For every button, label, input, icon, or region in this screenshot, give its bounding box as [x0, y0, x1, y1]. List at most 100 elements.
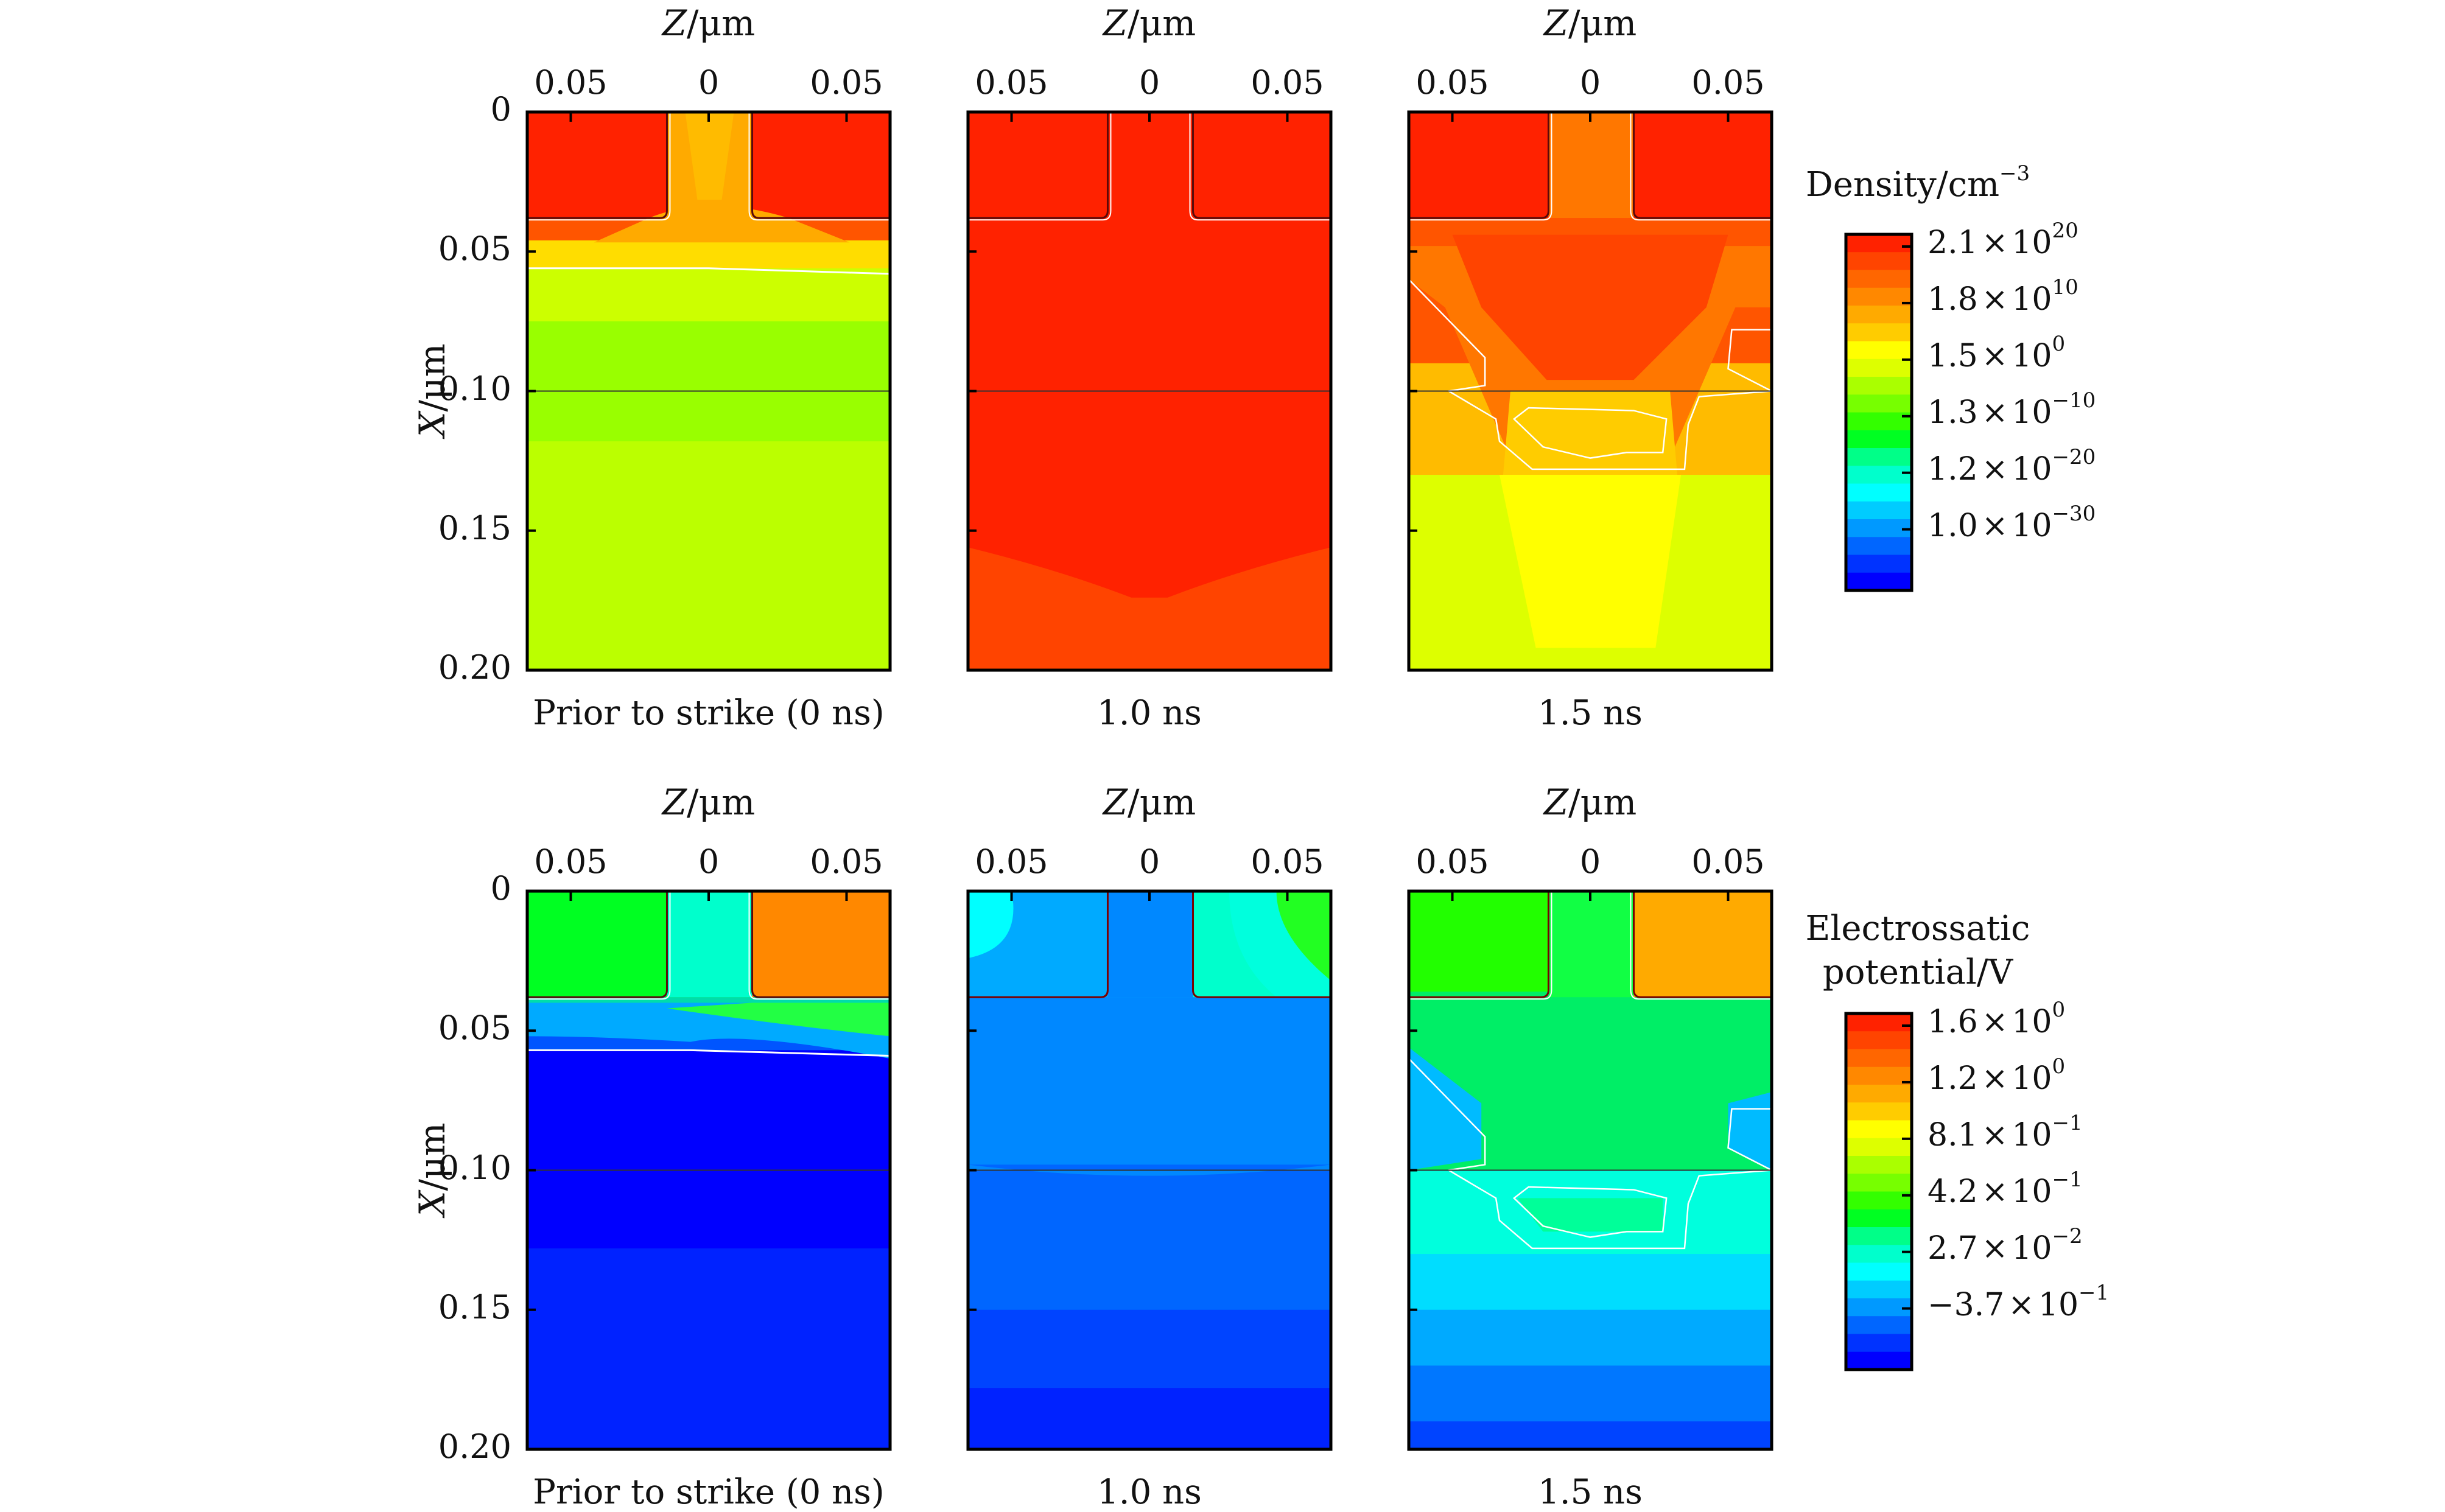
colorbar-swatch — [1846, 1120, 1912, 1139]
colorbar-swatch — [1846, 412, 1912, 431]
heatmap-density-1.0ns — [966, 110, 1333, 672]
colorbar-gradient — [1844, 233, 1914, 592]
colorbar-swatch — [1846, 306, 1912, 324]
colorbar-swatch — [1846, 1298, 1912, 1317]
y-tick-label: 0.10 — [438, 369, 511, 408]
gate-oxide-outline — [1192, 112, 1331, 219]
colorbar-swatch — [1846, 1334, 1912, 1353]
x-axis-label: Z/μm — [1103, 782, 1196, 823]
colorbar-tick-label: 1.3 × 10−10 — [1928, 388, 2096, 431]
colorbar-tick-label: −3.7 × 10−1 — [1928, 1280, 2110, 1323]
colorbar-swatch — [1846, 1102, 1912, 1121]
colorbar-tick-label: 1.0 × 10−30 — [1928, 501, 2096, 544]
heatmap-potential-1.0ns — [966, 889, 1333, 1451]
heatmap-density-1.5ns — [1407, 110, 1773, 672]
x-tick-label: 0.05 — [1415, 63, 1489, 102]
colorbar-swatch — [1846, 501, 1912, 520]
channel-region — [1548, 112, 1634, 219]
colorbar-swatch — [1846, 1031, 1912, 1049]
x-axis-label: Z/μm — [1543, 2, 1637, 44]
heatmap-potential-prior — [525, 889, 892, 1451]
density-tail — [1500, 475, 1681, 648]
x-tick-label: 0 — [1138, 63, 1160, 102]
x-tick-label: 0.05 — [1415, 842, 1489, 881]
heatmap-band — [968, 1164, 1331, 1311]
y-tick-label: 0.15 — [438, 508, 511, 547]
x-tick-label: 0.05 — [1251, 63, 1324, 102]
contour-line — [1727, 329, 1772, 392]
colorbar-swatch — [1846, 1191, 1912, 1210]
x-axis-label: Z/μm — [1543, 782, 1637, 823]
contour-line — [1408, 279, 1772, 471]
colorbar-swatch — [1846, 270, 1912, 289]
contour-line — [1409, 112, 1552, 221]
colorbar-tick-label: 2.7 × 10−2 — [1928, 1223, 2083, 1267]
heatmap-band — [527, 268, 890, 322]
colorbar-swatch — [1846, 1262, 1912, 1281]
colorbar-swatch — [1846, 1209, 1912, 1228]
heatmap-band — [527, 240, 890, 269]
panel-caption: 1.5 ns — [1538, 693, 1643, 733]
colorbar-tick-label: 2.1 × 1020 — [1928, 219, 2078, 261]
panel-frame — [525, 110, 892, 672]
colorbar-swatch — [1846, 483, 1912, 502]
colorbar-swatch — [1846, 1245, 1912, 1263]
heatmap-band — [527, 1050, 890, 1249]
colorbar-swatch — [1846, 1066, 1912, 1085]
colorbar-frame — [1844, 233, 1914, 592]
density-colorbar-title: Density/cm−3 — [1805, 161, 2030, 205]
contour-line — [1409, 891, 1552, 1000]
heatmap-band — [1409, 1365, 1772, 1422]
panel-frame — [1407, 110, 1773, 672]
colorbar-swatch — [1846, 359, 1912, 377]
y-tick-label: 0.20 — [438, 1427, 511, 1466]
x-tick-label: 0.05 — [810, 63, 883, 102]
panel-frame — [525, 889, 892, 1451]
x-tick-label: 0 — [1579, 63, 1601, 102]
y-tick-label: 0 — [490, 90, 511, 128]
y-tick-label: 0.20 — [438, 648, 511, 687]
heatmap-potential-1.5ns — [1407, 889, 1773, 1451]
heatmap-band — [968, 1388, 1331, 1450]
gate-oxide-outline — [527, 891, 668, 998]
y-tick-label: 0.05 — [438, 229, 511, 268]
x-tick-label: 0.05 — [534, 842, 608, 881]
contour-line — [1630, 112, 1772, 221]
colorbar-swatch — [1846, 430, 1912, 449]
colorbar-swatch — [1846, 394, 1912, 413]
x-tick-label: 0 — [1579, 842, 1601, 881]
channel-region — [667, 891, 752, 998]
x-axis-label: Z/μm — [662, 782, 756, 823]
source-field — [968, 891, 1014, 959]
gate-oxide-outline — [968, 112, 1109, 219]
colorbar-swatch — [1846, 537, 1912, 555]
heatmap-band — [1409, 1254, 1772, 1311]
colorbar-swatch — [1846, 234, 1912, 253]
colorbar-swatch — [1846, 287, 1912, 306]
x-tick-label: 0.05 — [1251, 842, 1324, 881]
x-tick-label: 0 — [1138, 842, 1160, 881]
colorbar-tick-label: 4.2 × 10−1 — [1928, 1167, 2083, 1210]
heatmap-band — [1409, 1421, 1772, 1450]
gate-oxide-outline — [968, 891, 1109, 998]
channel-region — [1107, 112, 1193, 219]
colorbar-swatch — [1846, 1156, 1912, 1174]
colorbar-swatch — [1846, 1049, 1912, 1068]
colorbar-swatch — [1846, 1013, 1912, 1032]
x-axis-label: Z/μm — [1103, 2, 1196, 44]
potential-title-line1: Electrossatic — [1805, 909, 2030, 948]
contour-line — [527, 112, 671, 221]
panel-caption: 1.0 ns — [1097, 693, 1202, 733]
colorbar-tick-label: 1.8 × 1010 — [1928, 275, 2078, 318]
colorbar-swatch — [1846, 1280, 1912, 1299]
colorbar-swatch — [1846, 1174, 1912, 1192]
colorbar-swatch — [1846, 466, 1912, 484]
colorbar-swatch — [1846, 1316, 1912, 1334]
colorbar-frame — [1844, 1012, 1914, 1371]
channel-region — [1107, 891, 1193, 998]
gate-oxide-outline — [751, 891, 890, 998]
colorbar-swatch — [1846, 252, 1912, 270]
junction-contour — [527, 1049, 891, 1057]
colorbar-swatch — [1846, 1138, 1912, 1157]
colorbar-swatch — [1846, 1085, 1912, 1103]
